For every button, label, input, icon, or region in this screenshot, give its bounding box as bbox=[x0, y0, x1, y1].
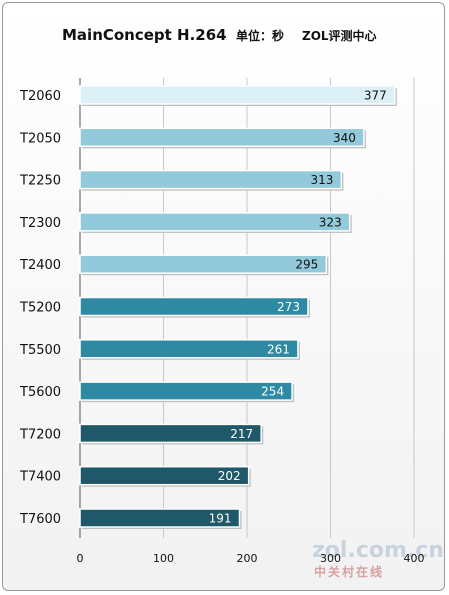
grid-lines bbox=[79, 78, 415, 538]
bar-value-label: 340 bbox=[333, 131, 356, 145]
bar bbox=[79, 381, 293, 401]
category-label: T5600 bbox=[19, 385, 61, 400]
bar-group: 191 bbox=[79, 508, 242, 529]
category-label: T5500 bbox=[19, 343, 61, 358]
bar-value-label: 323 bbox=[319, 215, 342, 229]
bar bbox=[79, 127, 365, 148]
category-label: T2050 bbox=[19, 131, 61, 146]
category-label: T2250 bbox=[19, 174, 61, 189]
category-labels: T2060 T2050 T2250 T2300 T2400 T5200 T5500 T5600… bbox=[19, 89, 61, 527]
x-tick-label: 100 bbox=[153, 552, 174, 565]
bar-value-label: 202 bbox=[218, 469, 241, 483]
bar bbox=[79, 339, 299, 359]
chart-unit-label: 单位：秒 bbox=[236, 28, 284, 43]
category-label: T7200 bbox=[19, 427, 61, 442]
watermark-tagline: 中关村在线 bbox=[314, 564, 384, 579]
bar-value-label: 217 bbox=[230, 427, 253, 441]
bar-group: 323 bbox=[79, 212, 352, 233]
bar bbox=[79, 85, 396, 105]
bars: 377 340 313 323 295 273 261 254 217 202 191 bbox=[79, 85, 397, 529]
bar-group: 202 bbox=[79, 465, 251, 487]
category-label: T7600 bbox=[19, 512, 61, 527]
watermark-logo-text: zol.com.cn bbox=[312, 538, 444, 563]
bar bbox=[79, 423, 262, 444]
category-label: T2400 bbox=[19, 258, 61, 273]
chart-title: MainConcept H.264 单位：秒 ZOL评测中心 bbox=[62, 26, 377, 44]
category-label: T5200 bbox=[19, 301, 61, 316]
bar-group: 261 bbox=[79, 339, 300, 360]
bar bbox=[79, 296, 309, 317]
bar-value-label: 313 bbox=[310, 173, 333, 187]
bar bbox=[79, 212, 351, 232]
bar-group: 217 bbox=[79, 423, 264, 445]
bar-value-label: 254 bbox=[261, 385, 284, 399]
bar-group: 377 bbox=[79, 85, 397, 106]
x-tick-label: 300 bbox=[320, 552, 341, 565]
chart-title-main: MainConcept H.264 bbox=[62, 26, 227, 44]
bar-group: 340 bbox=[79, 127, 366, 149]
bar bbox=[79, 508, 241, 528]
x-tick-label: 0 bbox=[77, 552, 84, 565]
chart-source-label: ZOL评测中心 bbox=[302, 28, 377, 43]
bar-group: 273 bbox=[79, 296, 310, 318]
category-label: T7400 bbox=[19, 470, 61, 485]
bar bbox=[79, 254, 328, 274]
bar-value-label: 191 bbox=[209, 512, 232, 526]
x-tick-label: 400 bbox=[404, 552, 425, 565]
bar-value-label: 273 bbox=[277, 300, 300, 314]
bar-group: 254 bbox=[79, 381, 295, 403]
watermark: zol.com.cn 中关村在线 bbox=[312, 538, 444, 579]
category-label: T2060 bbox=[19, 89, 61, 104]
bar bbox=[79, 465, 250, 486]
bar-group: 313 bbox=[79, 169, 344, 191]
bar-value-label: 261 bbox=[267, 342, 290, 356]
bar-group: 295 bbox=[79, 254, 329, 276]
x-tick-label: 200 bbox=[237, 552, 258, 565]
x-axis-ticks: 0 100 200 300 400 bbox=[77, 552, 425, 565]
bar bbox=[79, 169, 343, 190]
bar-value-label: 377 bbox=[364, 89, 387, 103]
category-label: T2300 bbox=[19, 216, 61, 231]
bar-value-label: 295 bbox=[295, 258, 318, 272]
